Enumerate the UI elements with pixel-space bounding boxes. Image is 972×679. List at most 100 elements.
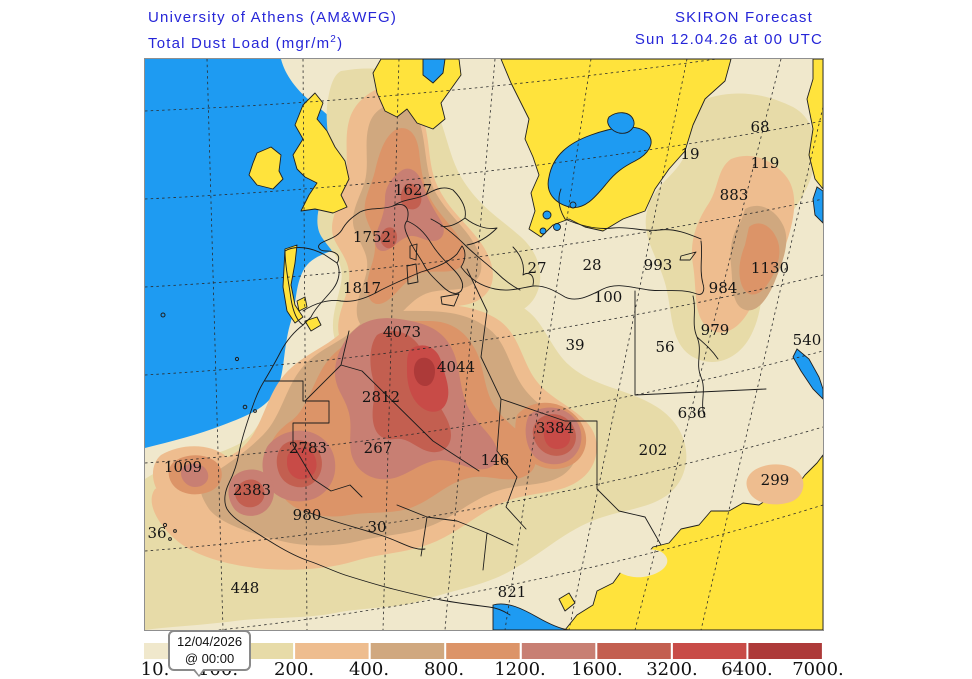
sardinia [406,263,419,285]
dust-value-label: 267 [364,439,393,457]
red-sea [792,348,823,400]
parallel [145,274,823,376]
colorbar-segment [446,643,520,659]
dust-value-label: 636 [678,404,707,422]
seas [422,59,823,630]
scale-tick-label: 800. [423,659,465,679]
dust-value-label: 119 [751,154,780,172]
dust-value-label: 100 [594,288,623,306]
dust-value-label: 299 [761,471,790,489]
parallel [215,504,823,630]
time-slider-tooltip[interactable]: 12/04/2026 @ 00:00 [168,630,252,677]
france-coast [318,205,394,264]
sea-of-marmara [569,201,577,209]
west-africa-coast [224,324,511,616]
meridian [382,59,400,630]
europe-borders [392,187,498,246]
meridian [444,59,496,630]
dust-value-label: 821 [498,583,527,601]
scale-tick-label: 6400. [721,659,773,679]
dust-value-label: 984 [709,279,738,297]
dust-value-label: 1130 [751,259,789,277]
dust-value-label: 2812 [362,388,400,406]
sicily [440,293,460,307]
dust-map: 68 19 119 883 1627 1752 27 28 993 1130 1817 984 100 4… [144,58,824,631]
sea-of-azov [607,112,635,134]
dust-value-label: 980 [293,506,322,524]
tooltip-time: @ 00:00 [184,651,235,666]
balkans-coast [430,218,534,291]
dust-value-label: 3384 [536,419,574,437]
dust-value-label: 19 [680,145,699,163]
gulf-of-guinea [492,603,570,630]
corsica [409,243,418,261]
south-spain [304,316,322,332]
dust-layer-8 [413,357,435,387]
meridian [206,59,224,630]
dust-value-label: 202 [639,441,668,459]
aegean-sea [542,210,552,220]
parallel [145,426,823,552]
meridian [634,59,782,630]
forecast-datetime: Sun 12.04.26 at 00 UTC [634,31,823,48]
dust-value-label: 39 [565,336,584,354]
caspian-sliver [812,186,823,224]
aegean-sea [553,223,561,231]
tooltip-date: 12/04/2026 [177,634,243,649]
scale-tick-label: 7000. [792,659,844,679]
north-africa-coast [302,240,705,312]
italy-coast [404,220,464,294]
dust-scale-colorbar [144,643,822,659]
meridian [568,59,688,630]
dust-value-label: 2783 [289,439,327,457]
iberia-coast [284,247,340,326]
ireland [248,146,284,190]
dust-value-label: 1752 [353,228,391,246]
scale-tick-label: 3200. [646,659,698,679]
forecast-title: SKIRON Forecast [674,9,813,26]
nile-river [692,295,719,418]
institution-title: University of Athens (AM&WFG) [148,9,398,26]
colorbar-segment [748,643,822,659]
dust-value-label: 1817 [343,279,381,297]
meridian [700,106,823,630]
cyprus [679,251,697,261]
scale-tick-label: 1600. [571,659,623,679]
colorbar-segment [597,643,671,659]
graticule [145,59,823,630]
scale-tick-label: 400. [348,659,390,679]
colorbar-segment [295,643,369,659]
dust-value-label: 28 [582,256,601,274]
header-right: SKIRON Forecast Sun 12.04.26 at 00 UTC [635,7,823,51]
dust-value-label: 448 [231,579,260,597]
atlantic-islands [160,312,257,541]
colorbar-segment [370,643,445,659]
tooltip-pointer [192,668,206,677]
dust-value-label: 1627 [394,181,432,199]
right-edge-land [806,59,823,190]
scale-tick-label: 1200. [494,659,546,679]
dust-value-label: 2383 [233,481,271,499]
dust-value-label: 540 [793,331,822,349]
scale-tick-label: 10. [140,659,170,679]
scale-tick-label: 200. [273,659,315,679]
dust-value-label: 146 [481,451,510,469]
dust-value-label: 883 [720,186,749,204]
dust-value-label: 4073 [383,323,421,341]
header-left: University of Athens (AM&WFG) Total Dust… [148,7,397,55]
dust-value-label: 36 [147,524,166,542]
meridian [504,59,592,630]
dust-value-label: 979 [701,321,730,339]
colorbar-segment [672,643,747,659]
dust-value-label: 993 [644,256,673,274]
kattegat [422,59,446,84]
dust-value-label: 1009 [164,458,202,476]
dust-value-label: 27 [527,259,546,277]
coastlines [224,187,767,616]
dust-value-label: 4044 [437,358,475,376]
dust-value-label: 30 [367,518,386,536]
aegean-sea [539,227,547,235]
